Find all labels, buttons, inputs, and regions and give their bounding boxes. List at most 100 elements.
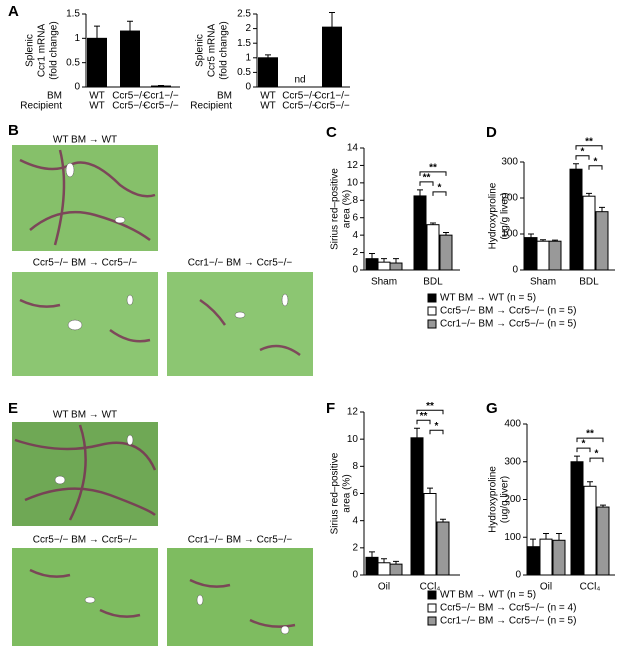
legend-swatch bbox=[428, 307, 436, 315]
micrograph bbox=[12, 272, 158, 376]
y-tick-label: 0 bbox=[245, 82, 251, 93]
legend-swatch bbox=[428, 617, 436, 625]
y-tick-label: 300 bbox=[501, 157, 518, 168]
bar bbox=[540, 539, 552, 575]
bar bbox=[584, 486, 596, 575]
error-bar bbox=[417, 190, 423, 196]
error-bar bbox=[381, 259, 387, 262]
error-bar bbox=[543, 533, 549, 539]
micrographs bbox=[12, 145, 313, 646]
x-tick-label: Ccr5−/− bbox=[143, 101, 179, 112]
significance-label: ** bbox=[586, 429, 594, 440]
error-bar bbox=[528, 234, 534, 238]
legend-label: WT BM → WT (n = 5) bbox=[440, 293, 536, 304]
bar bbox=[152, 86, 171, 87]
error-bar bbox=[599, 207, 605, 211]
y-tick-label: 14 bbox=[347, 143, 359, 154]
significance-label: * bbox=[435, 421, 439, 432]
bar bbox=[378, 563, 390, 575]
x-tick-label: WT bbox=[260, 101, 276, 112]
panel-letter: D bbox=[486, 124, 497, 141]
x-tick-label: WT bbox=[89, 101, 105, 112]
bar bbox=[571, 462, 583, 575]
bar bbox=[121, 31, 140, 87]
bar bbox=[414, 196, 426, 270]
bar bbox=[596, 212, 608, 270]
bar bbox=[378, 262, 390, 270]
y-tick-label: 8 bbox=[352, 195, 358, 206]
y-axis-label: Hydroxyproline bbox=[488, 182, 499, 249]
panel-letter: C bbox=[326, 124, 337, 141]
y-axis-label: Hydroxyproline bbox=[488, 466, 499, 533]
y-tick-label: 300 bbox=[504, 456, 521, 467]
significance-label: * bbox=[582, 439, 586, 450]
bar bbox=[88, 38, 107, 87]
x-tick-label: CCl₄ bbox=[580, 582, 601, 593]
x-tick-label: Oil bbox=[540, 582, 552, 593]
bar bbox=[390, 263, 402, 270]
legend-label: Ccr5−/− BM → Ccr5−/− (n = 5) bbox=[440, 306, 576, 317]
y-axis-label: Sirius red–positive bbox=[330, 452, 341, 534]
significance-label: ** bbox=[420, 411, 428, 422]
bar bbox=[549, 241, 561, 270]
bar bbox=[366, 259, 378, 270]
significance-label: * bbox=[581, 146, 585, 157]
micrograph bbox=[167, 548, 313, 646]
bar bbox=[583, 196, 595, 270]
micrograph-label: WT BM → WT bbox=[53, 135, 117, 146]
bar bbox=[411, 438, 423, 575]
y-axis-label: Sirius red–positive bbox=[330, 168, 341, 250]
legend-swatch bbox=[428, 294, 436, 302]
legend-swatch bbox=[428, 604, 436, 612]
y-tick-label: 4 bbox=[352, 515, 358, 526]
y-axis-label: area (%) bbox=[342, 190, 353, 228]
y-tick-label: 6 bbox=[352, 488, 358, 499]
y-axis-label: Splenic bbox=[195, 34, 206, 67]
significance-label: * bbox=[595, 449, 599, 460]
y-tick-label: 12 bbox=[347, 160, 359, 171]
y-tick-label: 0.5 bbox=[237, 67, 251, 78]
bar bbox=[553, 540, 565, 575]
y-tick-label: 0 bbox=[512, 265, 518, 276]
y-tick-label: 2 bbox=[245, 23, 251, 34]
y-tick-label: 2 bbox=[352, 247, 358, 258]
panel-letter: G bbox=[486, 400, 498, 417]
y-tick-label: 0.5 bbox=[66, 57, 80, 68]
bar bbox=[570, 169, 582, 270]
micrograph-label: Ccr1−/− BM → Ccr5−/− bbox=[188, 258, 293, 269]
y-tick-label: 0 bbox=[352, 265, 358, 276]
error-bar bbox=[587, 482, 593, 487]
bar bbox=[323, 27, 342, 87]
error-bar bbox=[94, 26, 100, 38]
y-tick-label: 1 bbox=[74, 33, 80, 44]
micrograph bbox=[12, 145, 158, 251]
y-axis-label: area (%) bbox=[342, 474, 353, 512]
y-axis-label: (fold change) bbox=[219, 21, 230, 79]
error-bar bbox=[427, 488, 433, 493]
value-label: nd bbox=[294, 75, 305, 86]
legend-label: Ccr5−/− BM → Ccr5−/− (n = 4) bbox=[440, 603, 576, 614]
y-tick-label: 4 bbox=[352, 230, 358, 241]
y-tick-label: 1 bbox=[245, 52, 251, 63]
y-tick-label: 10 bbox=[347, 177, 359, 188]
micrograph-label: Ccr1−/− BM → Ccr5−/− bbox=[188, 535, 293, 546]
y-axis-label: (ug/g liver) bbox=[500, 476, 511, 523]
error-bar bbox=[393, 259, 399, 263]
bar bbox=[440, 235, 452, 270]
panel-letter: E bbox=[8, 400, 18, 417]
y-tick-label: 10 bbox=[347, 434, 359, 445]
y-tick-label: 0 bbox=[74, 82, 80, 93]
error-bar bbox=[573, 164, 579, 169]
y-tick-label: 8 bbox=[352, 461, 358, 472]
x-tick-label: Sham bbox=[530, 277, 556, 288]
bar bbox=[527, 547, 539, 575]
row-label: Recipient bbox=[190, 101, 232, 112]
y-axis-label: Splenic bbox=[25, 34, 36, 67]
legend-label: Ccr1−/− BM → Ccr5−/− (n = 5) bbox=[440, 319, 576, 330]
x-tick-label: Ccr5−/− bbox=[314, 101, 350, 112]
bar bbox=[437, 522, 449, 575]
y-axis-label: (ug/g liver) bbox=[500, 192, 511, 239]
y-tick-label: 0 bbox=[352, 570, 358, 581]
y-axis-label: Ccr1 mRNA bbox=[37, 24, 48, 78]
